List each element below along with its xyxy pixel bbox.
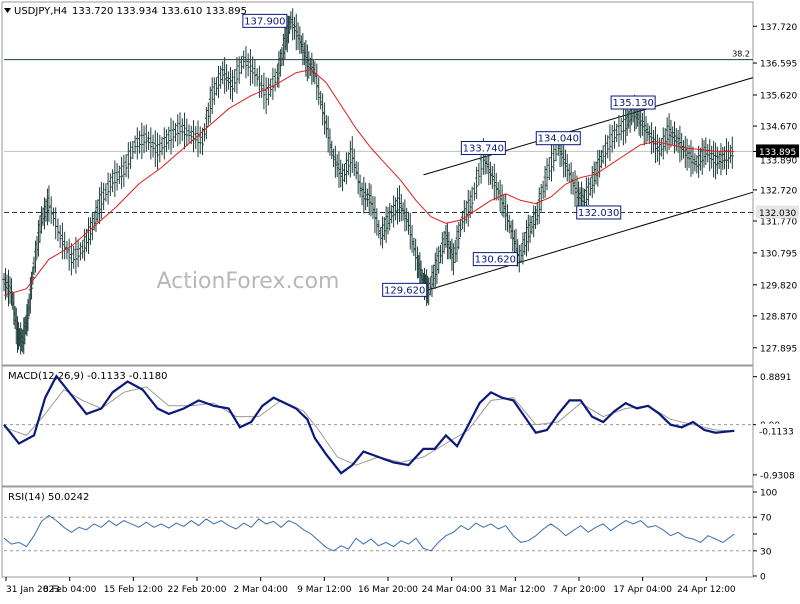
y-tick-label: 135.620 [760,91,797,101]
support-price-tag: 132.030 [759,209,796,219]
rsi-panel-frame [1,486,754,578]
main-series [2,8,735,355]
price-callout-box [460,141,506,156]
rsi-y-tick-label: 70 [760,514,772,524]
macd-label: MACD(12,26,9) -0.1133 -0.1180 [8,371,168,382]
y-tick-label: 131.770 [760,217,797,227]
y-tick-label: 127.895 [760,344,797,354]
price-callout-box [576,205,622,220]
y-tick-label: 129.820 [760,281,797,291]
symbol-header: USDJPY,H4 [14,6,67,17]
price-callout-label: 134.040 [538,134,579,145]
x-tick-label: 24 Mar 04:00 [422,585,482,595]
price-callout-box [610,95,656,110]
macd-current-bg [756,423,799,437]
rsi-line [3,514,735,552]
support-price-tag-bg [756,205,799,219]
rsi-label: RSI(14) 50.0242 [8,492,89,503]
y-tick-label: 128.870 [760,312,797,322]
price-callout-label: 133.740 [463,144,504,155]
rsi-y-tick-label: 30 [760,547,772,557]
current-price-tag-bg [756,144,799,158]
x-tick-label: 31 Jan 2023 [6,585,60,595]
price-callout-label: 132.030 [578,208,619,219]
x-tick-label: 2 Mar 04:00 [233,585,288,595]
y-tick-label: 137.720 [760,23,797,33]
watermark: ActionForex.com [157,269,340,294]
x-tick-label: 7 Apr 20:00 [553,585,606,595]
price-callout-label: 137.900 [244,16,285,27]
price-callout-box [535,131,581,146]
price-callout-label: 129.620 [384,285,425,296]
fib-level-label: 38.2 [732,50,750,59]
main-y-axis: 137.720 136.595 135.620 134.670 132.720 131.7… [753,23,799,354]
channel-upper-line [423,77,754,176]
main-panel-frame [1,1,754,366]
price-callout-label: 130.620 [475,255,516,266]
macd-panel-frame [1,365,754,487]
x-tick-label: 8 Feb 04:00 [43,585,97,595]
main-levels: 38.2 [4,50,754,292]
macd-y-tick-label: -0.9308 [760,471,795,481]
x-tick-label: 22 Feb 20:00 [167,585,226,595]
macd-line [3,374,735,475]
main-callouts: 137.900 133.740 134.040 135.130 132.030 130.6… [242,13,656,297]
price-bars [2,8,734,355]
y-tick-label: 130.795 [760,249,797,259]
rsi-series [3,514,753,552]
x-tick-label: 31 Mar 12:00 [485,585,545,595]
x-tick-label: 16 Mar 20:00 [358,585,418,595]
x-tick-label: 24 Apr 12:00 [677,585,736,595]
ema-price-label: 133.890 [760,156,797,166]
rsi-y-axis: 100 70 30 0 [753,489,777,583]
price-callout-label: 135.130 [612,98,653,109]
x-tick-label: 17 Apr 04:00 [613,585,672,595]
macd-y-axis: 0.88910.00-0.9308-0.1133 [753,373,799,481]
rsi-y-tick-label: 100 [760,489,777,499]
header-arrow-icon [4,8,11,13]
x-tick-label: 15 Feb 12:00 [104,585,163,595]
x-tick-label: 9 Mar 12:00 [297,585,352,595]
rsi-y-tick-label: 0 [760,573,766,583]
price-callout-box [472,252,518,267]
current-price-tag: 133.895 [759,148,796,158]
ohlc-header: 133.720 133.934 133.610 133.895 [72,6,247,17]
y-tick-label: 136.595 [760,60,797,70]
y-tick-label: 134.670 [760,123,797,133]
channel-lower-line [423,191,754,292]
y-tick-label: 132.720 [760,186,797,196]
macd-current-label: -0.1133 [759,427,794,437]
macd-y-tick-label: 0.8891 [760,373,792,383]
macd-series [3,374,753,475]
price-callout-box [242,13,288,28]
price-callout-box [382,282,428,297]
ema-line [3,68,735,296]
